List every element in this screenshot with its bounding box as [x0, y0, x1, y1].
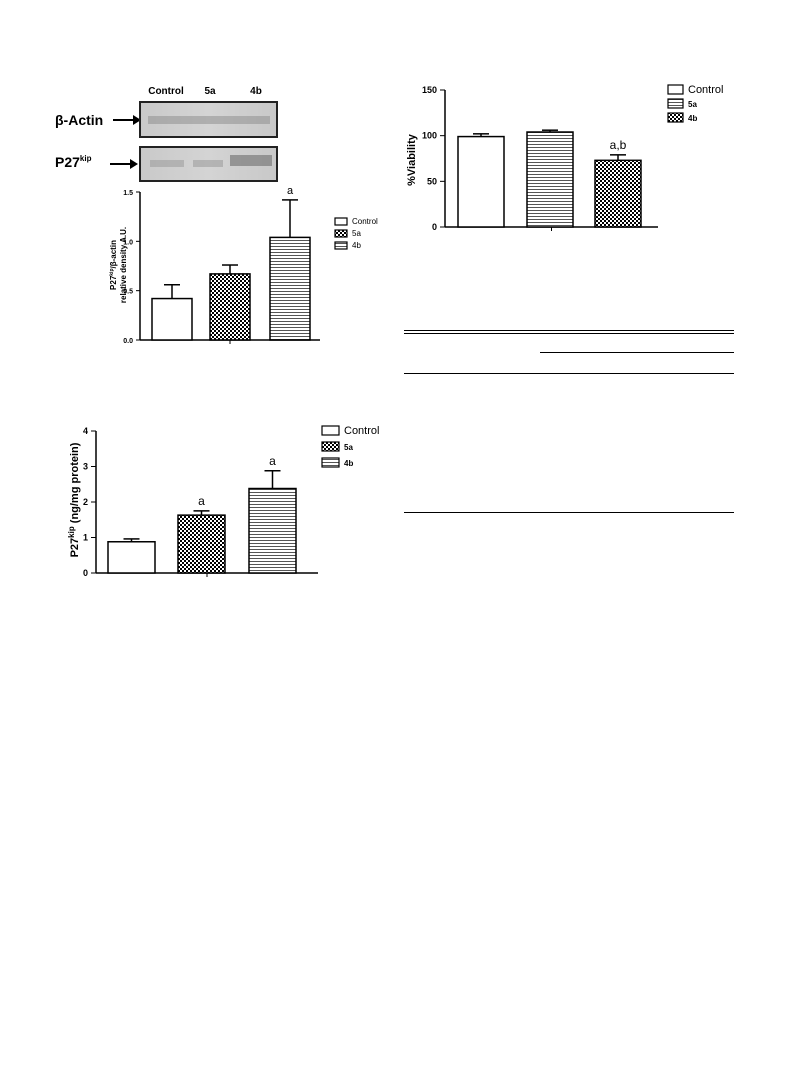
- legend-swatch: [321, 441, 340, 452]
- lane-label-5a: 5a: [204, 86, 216, 97]
- western-blot: Control 5a 4b β-Actin P27kip: [55, 86, 278, 182]
- bar-control: [151, 297, 193, 341]
- legend-swatch: [334, 217, 348, 226]
- legend-swatch: [334, 229, 348, 238]
- svg-text:relative density A.U.: relative density A.U.: [119, 227, 128, 303]
- legend-swatch: [321, 425, 340, 436]
- bar-4b: [269, 236, 311, 341]
- blot-band: [150, 160, 184, 167]
- lane-label-4b: 4b: [250, 86, 262, 97]
- y-tick-label: 1.0: [123, 239, 133, 246]
- y-tick-label: 2: [83, 497, 88, 507]
- lane-label-control: Control: [148, 86, 184, 97]
- blot-row-label-p27: P27kip: [55, 154, 92, 170]
- table-header-bottom-rule: [404, 373, 734, 374]
- significance-label: a: [269, 454, 276, 468]
- y-axis-label: P27kip/β-actin relative density A.U.: [109, 227, 128, 303]
- legend-swatch: [321, 457, 340, 468]
- blot-row-label-actin: β-Actin: [55, 112, 103, 128]
- svg-text:P27kip (ng/mg protein): P27kip (ng/mg protein): [67, 442, 81, 557]
- svg-text:P27kip/β-actin: P27kip/β-actin: [109, 240, 118, 290]
- legend-label: 4b: [344, 459, 353, 468]
- bar-5a: [209, 273, 251, 341]
- legend-label: 5a: [344, 443, 353, 452]
- y-tick-label: 3: [83, 462, 88, 472]
- y-axis-label: P27kip (ng/mg protein): [67, 442, 81, 557]
- y-tick-label: 1: [83, 533, 88, 543]
- legend-swatch: [334, 241, 348, 250]
- table-top-rule-2: [404, 333, 734, 334]
- legend-label: Control: [352, 217, 378, 226]
- significance-label: a: [198, 494, 205, 508]
- y-tick-label: 0.5: [123, 289, 133, 296]
- bar-control: [107, 541, 156, 574]
- blot-band: [148, 116, 270, 124]
- arrow-icon: [110, 159, 138, 169]
- legend-label: 5a: [352, 229, 361, 238]
- legend-label: 4b: [352, 241, 361, 250]
- legend-label: Control: [344, 425, 379, 437]
- blot-band: [230, 155, 272, 166]
- table-top-rule: [404, 330, 734, 331]
- y-tick-label: 0: [83, 568, 88, 578]
- arrow-icon: [113, 115, 141, 125]
- y-tick-label: 4: [83, 426, 88, 436]
- y-tick-label: 0.0: [123, 338, 133, 345]
- blot-band: [193, 160, 223, 167]
- table-header-rule: [540, 352, 734, 353]
- bar-5a: [177, 514, 226, 574]
- bar-4b: [248, 487, 297, 574]
- y-tick-label: 0: [432, 222, 437, 232]
- table-bottom-rule: [404, 512, 734, 513]
